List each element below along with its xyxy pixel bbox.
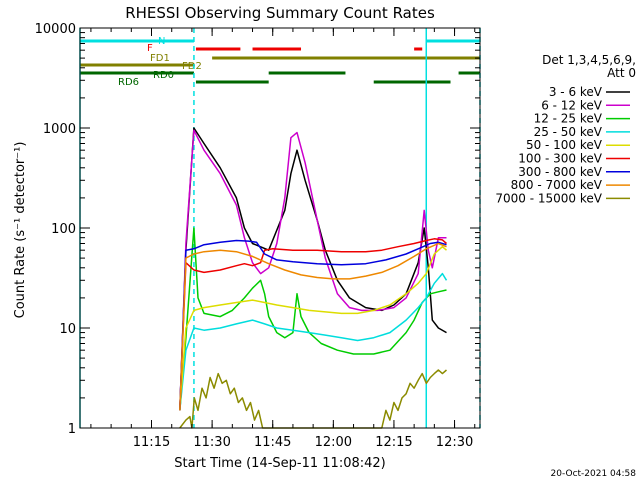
footer-timestamp: 20-Oct-2021 04:58 xyxy=(551,469,637,479)
series-line xyxy=(179,245,447,411)
x-tick-label: 11:30 xyxy=(193,435,230,450)
x-axis-title: Start Time (14-Sep-11 11:08:42) xyxy=(174,456,385,471)
status-bar-label: FD1 xyxy=(150,53,170,64)
x-tick-label: 11:15 xyxy=(133,435,170,450)
y-tick-label: 100 xyxy=(51,222,76,237)
y-tick-label: 10000 xyxy=(35,22,76,37)
legend-entry-label: 300 - 800 keV xyxy=(518,165,602,179)
legend-entry-label: 6 - 12 keV xyxy=(541,98,603,112)
status-bar-label: F xyxy=(147,43,153,54)
status-bar-label: N xyxy=(158,36,165,47)
legend-entry-label: 3 - 6 keV xyxy=(549,85,603,99)
chart-title: RHESSI Observing Summary Count Rates xyxy=(125,4,435,22)
legend-entry-label: 7000 - 15000 keV xyxy=(495,191,602,205)
series-line xyxy=(179,242,447,411)
series-line xyxy=(179,227,447,411)
x-tick-label: 11:45 xyxy=(254,435,291,450)
legend-entry-label: 12 - 25 keV xyxy=(534,112,603,126)
status-bar-label: RD6 xyxy=(118,77,139,88)
x-tick-label: 12:15 xyxy=(375,435,412,450)
series-lines xyxy=(179,127,448,429)
y-tick-label: 1000 xyxy=(43,122,76,137)
series-line xyxy=(179,272,448,411)
x-tick-label: 12:00 xyxy=(315,435,352,450)
series-line xyxy=(179,238,447,411)
legend-title: Det 1,3,4,5,6,9, xyxy=(542,53,636,67)
legend-entry-label: 800 - 7000 keV xyxy=(511,178,603,192)
series-line xyxy=(179,239,447,411)
status-bar-label: RD0 xyxy=(153,70,174,81)
series-line xyxy=(179,369,447,429)
legend-entry-label: 25 - 50 keV xyxy=(534,125,603,139)
series-line xyxy=(179,127,447,411)
legend-entry-label: 100 - 300 keV xyxy=(518,152,602,166)
status-bar-label: FD2 xyxy=(182,61,202,72)
legend-title: Att 0 xyxy=(607,66,636,80)
y-axis-title: Count Rate (s⁻¹ detector⁻¹) xyxy=(13,142,28,319)
y-tick-label: 1 xyxy=(68,422,76,437)
legend-entry-label: 50 - 100 keV xyxy=(526,138,603,152)
y-tick-label: 10 xyxy=(59,322,76,337)
x-tick-label: 12:30 xyxy=(436,435,473,450)
axes: 11:15 11:30 11:45 12:00 12:15 12:30 1 10 100 1000… xyxy=(35,22,481,450)
